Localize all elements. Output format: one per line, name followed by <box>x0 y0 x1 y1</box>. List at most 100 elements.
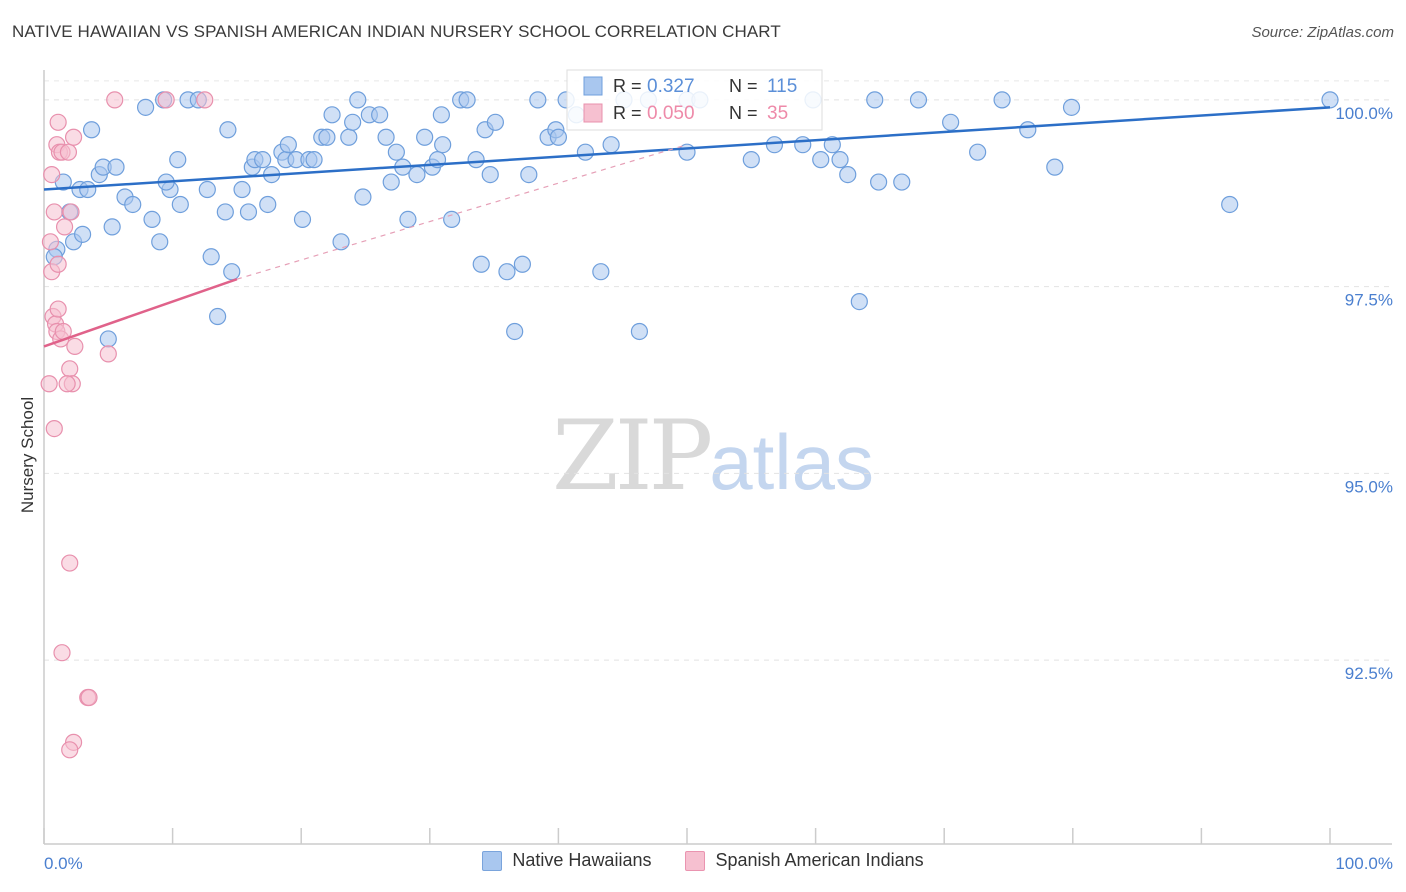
point-native-hawaiian <box>1062 98 1081 116</box>
stats-r-value: 0.050 <box>647 103 695 124</box>
point-native-hawaiian <box>742 151 760 169</box>
stats-r-label: R = <box>613 76 642 96</box>
point-native-hawaiian <box>209 307 227 326</box>
point-spanish-american-indian <box>59 143 78 161</box>
point-native-hawaiian <box>416 128 434 146</box>
point-native-hawaiian <box>354 188 372 206</box>
point-native-hawaiian <box>850 292 868 311</box>
point-native-hawaiian <box>323 106 341 124</box>
point-spanish-american-indian <box>45 203 63 221</box>
point-spanish-american-indian <box>99 345 117 363</box>
stats-n-value: 35 <box>767 103 788 124</box>
point-native-hawaiian <box>866 91 884 109</box>
trend-line-spanish-american-indians <box>43 277 238 348</box>
point-spanish-american-indian <box>49 300 67 318</box>
point-native-hawaiian <box>481 165 499 184</box>
point-spanish-american-indian <box>40 375 58 393</box>
legend-item-native-hawaiians[interactable]: Native Hawaiians <box>482 850 651 871</box>
legend-swatch-blue <box>482 850 503 871</box>
point-native-hawaiian <box>839 165 857 184</box>
point-native-hawaiian <box>467 151 485 169</box>
y-tick-label: 95.0% <box>1345 477 1393 496</box>
legend-label: Spanish American Indians <box>715 850 924 870</box>
point-native-hawaiian <box>513 255 531 273</box>
point-native-hawaiian <box>909 91 928 109</box>
point-native-hawaiian <box>794 136 812 154</box>
point-native-hawaiian <box>293 210 312 229</box>
point-spanish-american-indian <box>80 688 98 707</box>
point-native-hawaiian <box>765 136 784 154</box>
point-native-hawaiian <box>216 203 234 221</box>
point-native-hawaiian <box>443 210 461 229</box>
watermark: ZIPatlas <box>552 400 874 512</box>
watermark-atlas: atlas <box>709 418 874 506</box>
point-native-hawaiian <box>506 322 524 341</box>
point-native-hawaiian <box>107 158 125 176</box>
legend-item-spanish-american-indians[interactable]: Spanish American Indians <box>685 850 924 871</box>
point-native-hawaiian <box>602 136 620 154</box>
chart-title: NATIVE HAWAIIAN VS SPANISH AMERICAN INDI… <box>12 22 781 41</box>
point-native-hawaiian <box>103 218 121 236</box>
point-native-hawaiian <box>254 151 272 169</box>
point-native-hawaiian <box>124 195 142 214</box>
point-native-hawaiian <box>202 248 220 266</box>
point-native-hawaiian <box>305 151 323 169</box>
point-native-hawaiian <box>79 180 97 199</box>
point-native-hawaiian <box>332 233 350 251</box>
point-spanish-american-indian <box>64 128 83 146</box>
point-spanish-american-indian <box>61 360 79 378</box>
point-native-hawaiian <box>549 128 568 146</box>
point-native-hawaiian <box>1019 121 1037 139</box>
point-native-hawaiian <box>73 225 92 243</box>
point-native-hawaiian <box>399 210 417 229</box>
point-native-hawaiian <box>434 136 452 154</box>
point-native-hawaiian <box>349 91 367 109</box>
point-native-hawaiian <box>520 165 538 184</box>
point-native-hawaiian <box>344 113 362 131</box>
point-spanish-american-indian <box>43 165 61 184</box>
point-spanish-american-indian <box>61 741 79 759</box>
point-native-hawaiian <box>136 98 155 116</box>
point-native-hawaiian <box>823 136 841 154</box>
stats-swatch <box>583 76 603 96</box>
watermark-zip: ZIP <box>552 400 713 512</box>
point-native-hawaiian <box>408 165 426 184</box>
point-native-hawaiian <box>893 173 911 191</box>
point-native-hawaiian <box>99 330 117 348</box>
point-spanish-american-indian <box>66 337 84 356</box>
point-native-hawaiian <box>529 91 547 109</box>
point-spanish-american-indian <box>106 91 124 109</box>
stats-swatch <box>583 103 603 123</box>
point-native-hawaiian <box>259 195 277 214</box>
point-native-hawaiian <box>812 151 830 169</box>
point-native-hawaiian <box>198 180 216 199</box>
point-native-hawaiian <box>942 113 960 131</box>
trend-line-native-hawaiians <box>43 106 1331 191</box>
point-native-hawaiian <box>219 121 237 139</box>
point-native-hawaiian <box>151 233 169 251</box>
point-spanish-american-indian <box>55 218 74 236</box>
point-spanish-american-indian <box>53 644 71 662</box>
point-native-hawaiian <box>169 151 187 169</box>
point-spanish-american-indian <box>45 419 63 438</box>
point-native-hawaiian <box>387 143 405 161</box>
legend-label: Native Hawaiians <box>512 850 652 870</box>
point-native-hawaiian <box>993 91 1011 109</box>
legend-swatch-pink <box>685 850 706 871</box>
point-native-hawaiian <box>592 263 610 281</box>
point-native-hawaiian <box>371 106 389 124</box>
stats-r-value: 0.327 <box>647 76 695 97</box>
point-native-hawaiian <box>318 128 336 146</box>
stats-r-label: R = <box>613 103 642 123</box>
point-native-hawaiian <box>239 203 258 221</box>
x-tick-label: 100.0% <box>1335 854 1393 873</box>
point-native-hawaiian <box>82 121 101 139</box>
point-native-hawaiian <box>171 195 189 214</box>
point-native-hawaiian <box>1046 158 1064 176</box>
legend: Native Hawaiians Spanish American Indian… <box>0 850 1406 871</box>
point-native-hawaiian <box>223 263 241 281</box>
point-spanish-american-indian <box>157 91 175 109</box>
point-native-hawaiian <box>472 255 490 273</box>
point-native-hawaiian <box>1321 91 1339 109</box>
